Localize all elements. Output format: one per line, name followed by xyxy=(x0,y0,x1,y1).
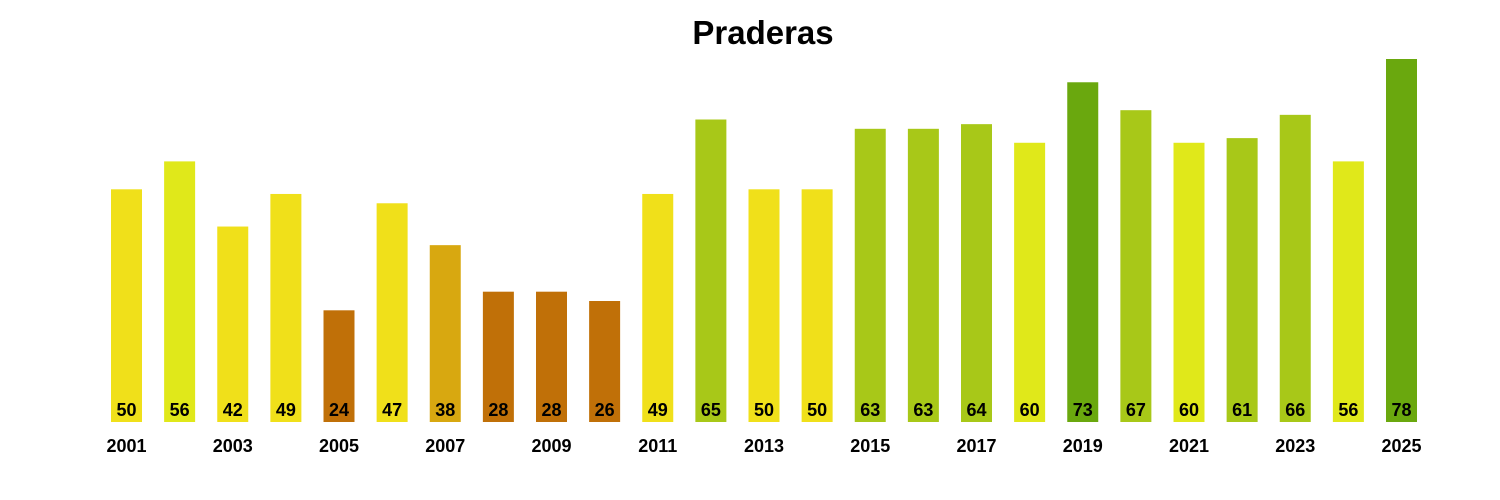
value-label-2017: 64 xyxy=(966,400,986,420)
x-tick-label: 2009 xyxy=(531,436,571,456)
value-label-2010: 26 xyxy=(595,400,615,420)
value-label-2025: 78 xyxy=(1391,400,1411,420)
value-label-2011: 49 xyxy=(648,400,668,420)
x-tick-label: 2017 xyxy=(956,436,996,456)
bar-2025 xyxy=(1386,59,1417,422)
bar-2024 xyxy=(1332,161,1364,422)
bar-2001 xyxy=(111,189,142,422)
bar-2014 xyxy=(801,189,833,422)
bar-2010 xyxy=(589,301,621,422)
value-label-2009: 28 xyxy=(541,400,561,420)
x-tick-label: 2025 xyxy=(1381,436,1421,456)
value-label-2001: 50 xyxy=(116,400,136,420)
value-label-2013: 50 xyxy=(754,400,774,420)
value-label-2018: 60 xyxy=(1020,400,1040,420)
bar-2011 xyxy=(642,193,674,422)
value-label-2012: 65 xyxy=(701,400,721,420)
bar-2004 xyxy=(270,193,302,422)
x-tick-label: 2007 xyxy=(425,436,465,456)
value-label-2016: 63 xyxy=(913,400,933,420)
bar-2003 xyxy=(217,226,249,422)
bar-2009 xyxy=(536,291,567,422)
bar-2012 xyxy=(695,119,727,422)
x-tick-label: 2003 xyxy=(213,436,253,456)
bar-2007 xyxy=(429,245,461,422)
x-tick-label: 2011 xyxy=(638,436,677,456)
bar-2023 xyxy=(1279,114,1311,422)
bar-2016 xyxy=(907,128,939,423)
bar-2019 xyxy=(1067,82,1099,423)
bar-2002 xyxy=(164,161,196,422)
value-label-2005: 24 xyxy=(329,400,349,420)
value-label-2015: 63 xyxy=(860,400,880,420)
bar-2022 xyxy=(1226,138,1258,422)
x-tick-label: 2001 xyxy=(106,436,146,456)
value-label-2002: 56 xyxy=(170,400,190,420)
bar-2017 xyxy=(961,124,992,423)
value-label-2022: 61 xyxy=(1232,400,1252,420)
bar-2006 xyxy=(376,203,408,422)
value-label-2006: 47 xyxy=(382,400,402,420)
value-label-2021: 60 xyxy=(1179,400,1199,420)
bar-2020 xyxy=(1120,110,1152,422)
x-tick-label: 2013 xyxy=(744,436,784,456)
value-label-2020: 67 xyxy=(1126,400,1146,420)
x-tick-label: 2023 xyxy=(1275,436,1315,456)
x-tick-label: 2021 xyxy=(1169,436,1209,456)
value-label-2003: 42 xyxy=(223,400,243,420)
value-label-2019: 73 xyxy=(1073,400,1093,420)
chart-title: Praderas xyxy=(692,14,833,51)
bar-2013 xyxy=(748,189,780,422)
x-tick-label: 2015 xyxy=(850,436,890,456)
value-label-2014: 50 xyxy=(807,400,827,420)
bar-2018 xyxy=(1014,142,1046,422)
x-tick-label: 2019 xyxy=(1063,436,1103,456)
value-label-2008: 28 xyxy=(488,400,508,420)
x-tick-label: 2005 xyxy=(319,436,359,456)
bar-2015 xyxy=(854,128,886,423)
bar-2021 xyxy=(1173,142,1205,422)
value-label-2004: 49 xyxy=(276,400,296,420)
bar-2005 xyxy=(323,310,355,422)
bar-2008 xyxy=(482,291,514,422)
value-label-2024: 56 xyxy=(1338,400,1358,420)
value-label-2023: 66 xyxy=(1285,400,1305,420)
value-label-2007: 38 xyxy=(435,400,455,420)
